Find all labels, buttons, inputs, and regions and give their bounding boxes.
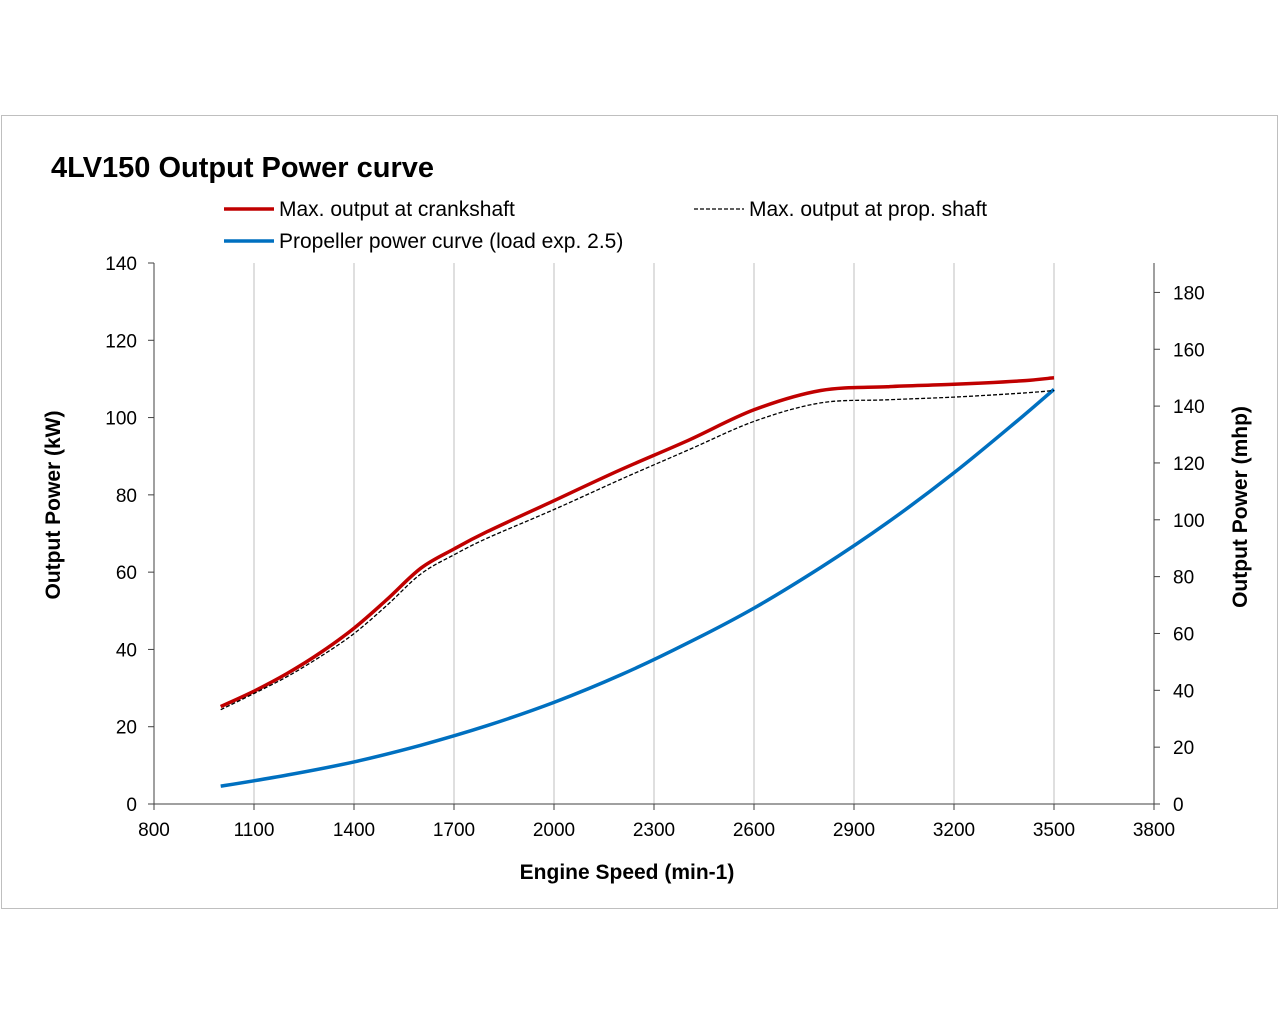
series-propeller-line	[220, 388, 1056, 788]
y-tick-label: 100	[105, 409, 137, 430]
series-layer	[219, 376, 1056, 788]
series-prop-shaft-line	[220, 389, 1055, 711]
y2-tick-label: 20	[1173, 738, 1194, 759]
y-tick-label: 40	[116, 640, 137, 661]
y2-tick-label: 80	[1173, 568, 1194, 589]
chart-title: 4LV150 Output Power curve	[51, 152, 434, 184]
x-tick-label: 2900	[833, 820, 875, 841]
y2-tick-label: 0	[1173, 795, 1184, 816]
grid-layer	[253, 263, 1055, 804]
chart-svg: 800 1100 1400 1700 2000 2300 2600 2900 3200 3500 3…	[42, 152, 1252, 884]
legend-label-crankshaft: Max. output at crankshaft	[279, 198, 515, 221]
y2-tick-label: 40	[1173, 681, 1194, 702]
legend-label-propeller: Propeller power curve (load exp. 2.5)	[279, 230, 623, 253]
y2-tick-label: 60	[1173, 624, 1194, 645]
y2-tick-label: 160	[1173, 340, 1205, 361]
y-tick-label: 80	[116, 486, 137, 507]
y-tick-label: 140	[105, 254, 137, 275]
x-axis-title: Engine Speed (min-1)	[520, 861, 735, 884]
y-tick-label: 0	[126, 795, 137, 816]
x-tick-label: 2300	[633, 820, 675, 841]
y2-tick-label: 120	[1173, 454, 1205, 475]
x-tick-label: 1700	[433, 820, 475, 841]
text-layer: 4LV150 Output Power curve Max. output at…	[42, 152, 1252, 884]
y2-tick-label: 100	[1173, 511, 1205, 532]
x-tick-label: 1400	[333, 820, 375, 841]
legend-label-prop-shaft: Max. output at prop. shaft	[749, 198, 987, 221]
axes-layer: 800 1100 1400 1700 2000 2300 2600 2900 3200 3500 3…	[105, 254, 1204, 841]
y2-tick-label: 140	[1173, 397, 1205, 418]
x-tick-label: 3200	[933, 820, 975, 841]
chart-frame: 800 1100 1400 1700 2000 2300 2600 2900 3200 3500 3…	[1, 115, 1278, 909]
x-tick-label: 800	[138, 820, 170, 841]
y-tick-label: 120	[105, 331, 137, 352]
x-tick-label: 2000	[533, 820, 575, 841]
y-tick-label: 20	[116, 718, 137, 739]
y2-axis-title: Output Power (mhp)	[1229, 406, 1252, 608]
x-tick-label: 1100	[234, 820, 275, 841]
x-tick-label: 3800	[1133, 820, 1175, 841]
x-tick-label: 3500	[1033, 820, 1075, 841]
y-axis-title: Output Power (kW)	[42, 411, 65, 600]
y2-tick-label: 180	[1173, 283, 1205, 304]
series-crankshaft-line	[219, 376, 1055, 709]
x-tick-label: 2600	[733, 820, 775, 841]
y-tick-label: 60	[116, 563, 137, 584]
